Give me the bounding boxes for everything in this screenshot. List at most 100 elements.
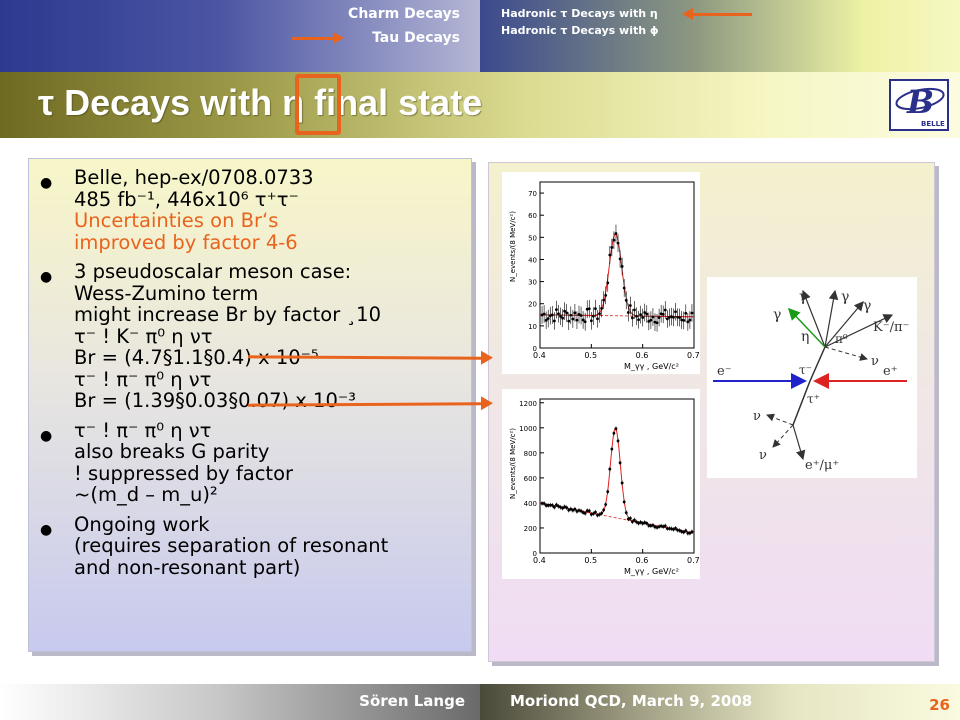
data-point bbox=[608, 253, 612, 257]
y-axis-label: N_events/(8 MeV/c²) bbox=[509, 428, 517, 499]
label-tau-minus: τ⁻ bbox=[799, 363, 812, 377]
data-point bbox=[555, 308, 558, 312]
label-electron: e⁻ bbox=[717, 364, 732, 379]
data-point bbox=[682, 530, 686, 534]
nav-item-hadronic-eta[interactable]: Hadronic τ Decays with η bbox=[501, 7, 658, 20]
charged-hadron-track bbox=[824, 314, 894, 348]
decay-topology-diagram: γ γ γ γ η π⁰ K⁻/π⁻ ν e⁻ e⁺ τ⁻ τ⁺ ν ν e⁺/… bbox=[707, 277, 917, 478]
y-tick-label: 1000 bbox=[519, 425, 537, 433]
data-point bbox=[620, 265, 624, 268]
data-point bbox=[602, 298, 606, 302]
data-point bbox=[663, 524, 667, 528]
nav-item-tau-decays[interactable]: Tau Decays bbox=[372, 30, 460, 46]
data-point bbox=[565, 311, 569, 315]
data-point bbox=[631, 520, 634, 524]
data-point bbox=[546, 317, 550, 320]
neutrino-track bbox=[824, 346, 868, 361]
bullet-line: Ongoing work bbox=[74, 512, 210, 536]
histogram-svg: 0.4 0.5 0.6 0.7 0 200 400 600 800 1000 1200 M_γγ , … bbox=[509, 398, 700, 576]
data-point bbox=[616, 439, 620, 443]
y-tick-label: 0 bbox=[533, 550, 537, 558]
data-point bbox=[606, 490, 610, 494]
bullet-line: (requires separation of resonant bbox=[74, 534, 389, 557]
data-point bbox=[579, 314, 583, 317]
data-point bbox=[542, 312, 546, 316]
subsection-nav: Hadronic τ Decays with η Hadronic τ Deca… bbox=[480, 0, 960, 72]
data-point bbox=[552, 505, 556, 509]
data-point bbox=[622, 286, 626, 290]
nav-item-charm-decays[interactable]: Charm Decays bbox=[348, 6, 460, 22]
x-tick-label: 0.6 bbox=[636, 351, 649, 360]
data-point bbox=[665, 317, 669, 321]
data-point bbox=[583, 320, 587, 324]
bullet-line: Wess-Zumino term bbox=[74, 281, 259, 305]
data-point bbox=[573, 311, 577, 315]
data-point bbox=[633, 308, 636, 312]
data-point bbox=[548, 503, 552, 507]
y-tick-label: 60 bbox=[528, 212, 537, 220]
data-point bbox=[581, 318, 585, 322]
label-eta: η bbox=[801, 329, 809, 345]
data-point bbox=[678, 316, 682, 319]
data-point bbox=[690, 311, 694, 315]
data-point bbox=[600, 511, 603, 515]
data-point bbox=[628, 516, 632, 520]
slide-title: τ Decays with η final state bbox=[38, 82, 483, 123]
mass-plot-pi-pi0-eta: 0.4 0.5 0.6 0.7 0 200 400 600 800 1000 1200 M_γγ , … bbox=[502, 389, 700, 579]
data-point bbox=[594, 510, 597, 514]
y-axis-label: N_events/(8 MeV/c²) bbox=[509, 211, 517, 282]
bullet-line: τ⁻ ! K⁻ π⁰ η ντ bbox=[74, 324, 213, 348]
data-point bbox=[583, 512, 587, 515]
data-point bbox=[651, 523, 655, 527]
data-point bbox=[550, 313, 554, 317]
footer: Sören Lange Moriond QCD, March 9, 2008 2… bbox=[0, 684, 960, 720]
y-tick-label: 1200 bbox=[519, 400, 537, 408]
x-tick-label: 0.5 bbox=[584, 351, 597, 360]
data-point bbox=[544, 318, 548, 322]
data-point bbox=[635, 314, 638, 318]
data-point bbox=[561, 316, 564, 320]
data-point bbox=[618, 461, 622, 465]
plot-frame bbox=[539, 398, 695, 554]
data-point bbox=[540, 501, 544, 505]
bullet-dot-icon: ● bbox=[40, 269, 53, 285]
data-point bbox=[626, 311, 630, 314]
section-nav: Charm Decays Tau Decays bbox=[0, 0, 480, 72]
data-point bbox=[614, 427, 618, 431]
lepton-track bbox=[792, 424, 806, 461]
data-point bbox=[544, 504, 548, 507]
title-bar: τ Decays with η final state B BELLE bbox=[0, 72, 960, 138]
mass-plot-k-pi0-eta: 0.4 0.5 0.6 0.7 0 10 20 30 40 50 60 70 M_γγ , GeV/c²… bbox=[502, 172, 700, 374]
label-positron: e⁺ bbox=[883, 364, 898, 379]
data-point bbox=[639, 520, 643, 524]
bullet-line: Br = (4.7§1.1§0.4) x 10⁻⁵ bbox=[74, 346, 319, 369]
data-point bbox=[573, 507, 577, 511]
bullet-line: τ⁻ ! π⁻ π⁰ η ντ bbox=[74, 367, 212, 391]
data-point bbox=[628, 304, 632, 307]
data-point bbox=[635, 520, 638, 524]
y-tick-label: 200 bbox=[524, 525, 537, 533]
fit-curve bbox=[540, 233, 694, 318]
data-point bbox=[612, 238, 616, 242]
photon-track bbox=[824, 289, 839, 348]
label-e-mu: e⁺/μ⁺ bbox=[805, 458, 839, 473]
label-gamma: γ bbox=[863, 298, 871, 314]
data-point bbox=[559, 314, 562, 318]
data-point bbox=[651, 315, 655, 319]
nav-item-hadronic-phi[interactable]: Hadronic τ Decays with ϕ bbox=[501, 24, 659, 37]
data-point bbox=[567, 508, 571, 512]
data-point bbox=[641, 316, 645, 319]
conference-name: Moriond QCD, March 9, 2008 bbox=[510, 692, 753, 710]
data-point bbox=[633, 518, 636, 522]
data-point bbox=[665, 527, 669, 530]
y-tick-label: 30 bbox=[528, 279, 537, 287]
data-point bbox=[631, 316, 634, 320]
fit-curve bbox=[539, 428, 695, 534]
y-tick-label: 20 bbox=[528, 301, 537, 309]
data-point bbox=[565, 506, 569, 509]
data-point bbox=[610, 447, 614, 451]
data-point bbox=[563, 309, 567, 313]
data-point bbox=[667, 527, 671, 530]
data-point bbox=[608, 467, 612, 471]
data-point bbox=[639, 313, 643, 317]
